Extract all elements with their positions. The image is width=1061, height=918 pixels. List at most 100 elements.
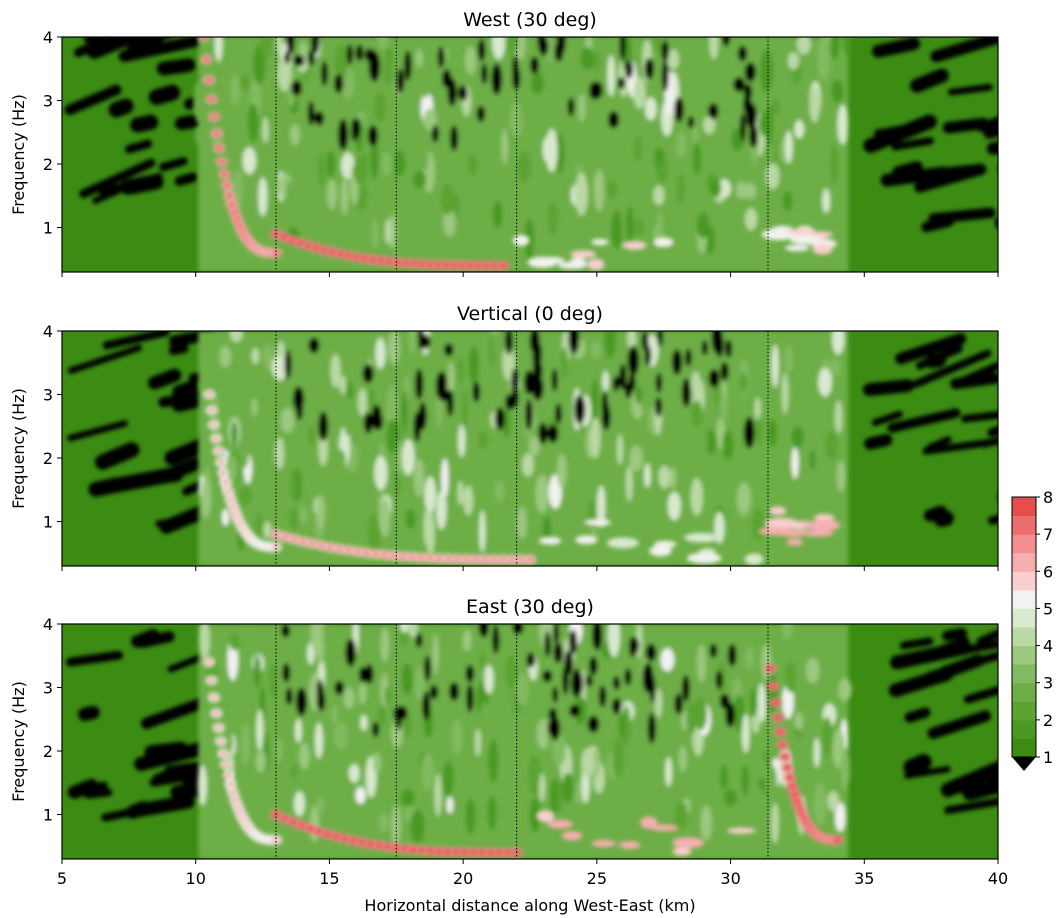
colorbar-frame xyxy=(1011,496,1037,758)
axes-frame xyxy=(61,36,999,273)
x-tick-label: 20 xyxy=(453,869,473,888)
below-threshold-patch xyxy=(684,348,692,367)
intensity-streak xyxy=(534,226,542,247)
intensity-streak xyxy=(334,722,348,750)
intensity-streak xyxy=(635,386,643,404)
intensity-streak xyxy=(462,629,472,652)
intensity-streak xyxy=(528,436,540,457)
intensity-streak xyxy=(677,173,685,206)
intensity-streak xyxy=(360,714,368,731)
below-threshold-patch xyxy=(976,108,998,132)
below-threshold-patch xyxy=(101,806,146,822)
intensity-streak xyxy=(378,813,389,832)
high-intensity-mark xyxy=(271,249,280,256)
below-threshold-patch xyxy=(318,411,329,442)
intensity-streak xyxy=(260,37,273,59)
intensity-streak xyxy=(678,458,686,485)
intensity-streak xyxy=(501,128,509,166)
below-threshold-patch xyxy=(524,398,533,431)
intensity-streak xyxy=(387,331,401,365)
intensity-streak xyxy=(536,718,551,750)
y-tick-label: 3 xyxy=(43,679,53,698)
below-threshold-patch xyxy=(547,719,557,736)
high-intensity-mark xyxy=(271,836,280,843)
intensity-streak xyxy=(201,478,211,518)
below-threshold-patch xyxy=(511,386,519,408)
below-threshold-patch xyxy=(591,624,603,651)
intensity-streak xyxy=(813,783,827,825)
below-threshold-patch xyxy=(337,118,349,151)
intensity-streak xyxy=(764,764,778,797)
below-threshold-patch xyxy=(118,37,206,62)
high-intensity-mark xyxy=(288,237,297,244)
high-intensity-mark xyxy=(769,506,787,516)
intensity-streak xyxy=(690,477,703,516)
high-intensity-mark xyxy=(622,241,647,250)
below-threshold-patch xyxy=(78,705,100,721)
below-threshold-patch xyxy=(554,403,562,425)
high-intensity-mark xyxy=(426,555,435,562)
high-intensity-mark xyxy=(199,37,208,40)
high-intensity-mark xyxy=(357,839,366,846)
intensity-streak xyxy=(290,763,298,780)
intensity-streak xyxy=(809,190,817,213)
intensity-streak xyxy=(660,648,675,672)
high-intensity-mark xyxy=(377,257,386,264)
below-threshold-patch xyxy=(547,424,559,443)
colorbar: 1 2 3 4 5 6 7 8 xyxy=(1011,488,1053,771)
intensity-streak xyxy=(379,497,391,538)
high-intensity-mark xyxy=(209,421,218,428)
intensity-streak xyxy=(391,804,401,847)
below-threshold-patch xyxy=(701,340,709,356)
intensity-streak xyxy=(562,772,574,803)
below-threshold-patch xyxy=(372,721,380,738)
intensity-streak xyxy=(592,749,600,779)
high-intensity-mark xyxy=(491,262,500,269)
high-intensity-mark xyxy=(442,262,451,269)
below-threshold-patch xyxy=(314,111,325,126)
high-intensity-mark xyxy=(204,77,213,84)
below-threshold-patch xyxy=(95,442,140,470)
below-threshold-patch xyxy=(910,68,949,93)
high-intensity-mark xyxy=(606,537,639,549)
below-threshold-patch xyxy=(316,690,326,712)
x-axis-label: Horizontal distance along West-East (km) xyxy=(364,896,695,915)
below-threshold-patch xyxy=(362,364,374,384)
below-threshold-patch xyxy=(962,634,998,654)
high-intensity-mark xyxy=(332,833,341,840)
intensity-streak xyxy=(440,189,455,211)
high-intensity-mark xyxy=(217,738,226,745)
intensity-streak xyxy=(377,704,386,726)
below-threshold-patch xyxy=(593,81,603,99)
intensity-streak xyxy=(269,664,278,699)
high-intensity-mark xyxy=(353,548,362,555)
high-intensity-mark xyxy=(306,825,315,832)
below-threshold-patch xyxy=(88,477,125,497)
intensity-streak xyxy=(593,169,605,212)
intensity-streak xyxy=(806,59,814,77)
intensity-streak xyxy=(434,773,442,817)
intensity-streak xyxy=(317,796,325,813)
intensity-streak xyxy=(640,383,654,414)
high-intensity-mark xyxy=(591,239,609,246)
intensity-streak xyxy=(662,396,671,436)
high-intensity-mark xyxy=(686,552,722,564)
intensity-streak xyxy=(372,752,382,774)
intensity-streak xyxy=(703,115,716,135)
below-threshold-patch xyxy=(642,662,654,693)
high-intensity-mark xyxy=(304,242,313,249)
intensity-streak xyxy=(794,712,803,731)
below-threshold-patch xyxy=(159,457,205,483)
y-tick-label: 2 xyxy=(43,155,53,174)
high-intensity-mark xyxy=(785,228,818,236)
below-threshold-patch xyxy=(102,331,170,350)
below-threshold-patch xyxy=(994,202,998,230)
intensity-streak xyxy=(654,688,663,718)
high-intensity-mark xyxy=(400,845,409,852)
y-axis-label: Frequency (Hz) xyxy=(9,681,28,802)
high-intensity-features xyxy=(203,389,841,565)
below-threshold-patch xyxy=(65,650,124,667)
high-intensity-mark xyxy=(499,262,508,269)
below-threshold-patch xyxy=(553,642,564,664)
intensity-streak xyxy=(262,343,274,370)
